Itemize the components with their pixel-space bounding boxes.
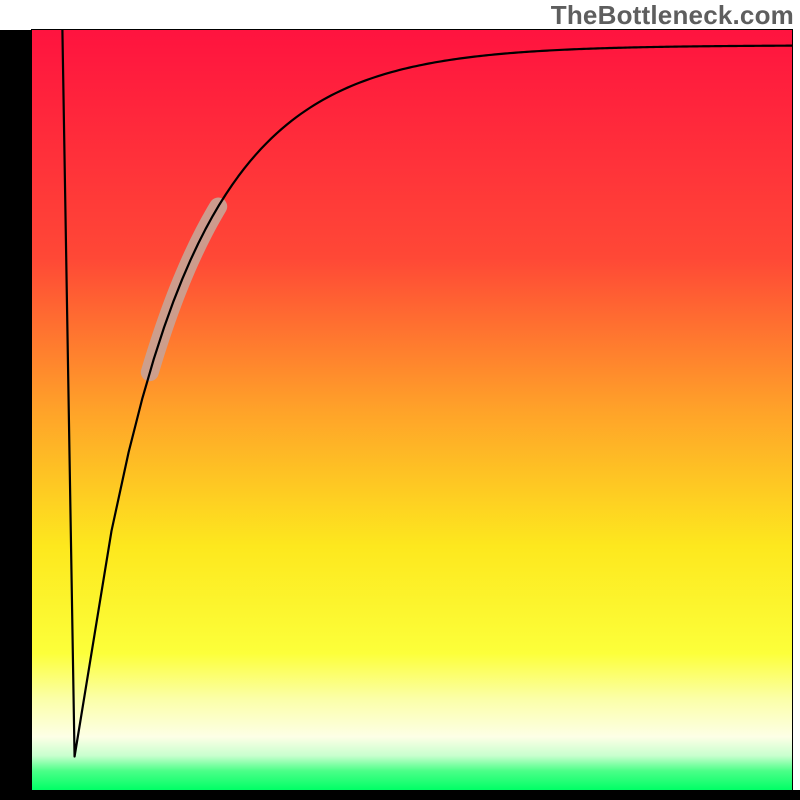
chart-frame: TheBottleneck.com (0, 0, 800, 800)
axis-left-bar (0, 30, 32, 800)
gradient-background (32, 30, 792, 790)
axis-bottom-bar (0, 790, 800, 800)
plot-svg (0, 0, 800, 800)
attribution-label: TheBottleneck.com (551, 0, 794, 31)
